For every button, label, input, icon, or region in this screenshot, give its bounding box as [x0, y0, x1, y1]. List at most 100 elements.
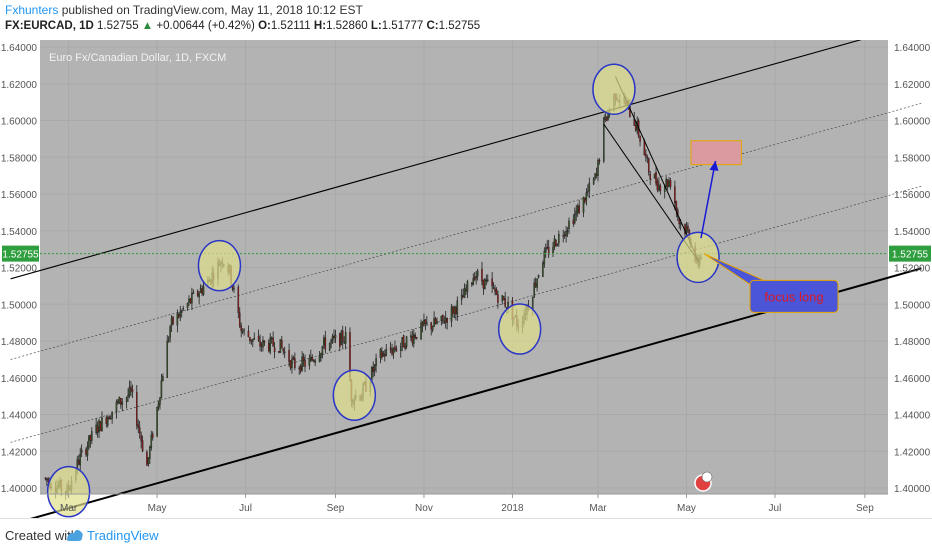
candle-body — [89, 434, 92, 441]
low-label: L: — [370, 20, 382, 32]
y-tick-label-right: 1.50000 — [894, 300, 931, 311]
candle-body — [240, 325, 242, 332]
candle-body — [260, 344, 263, 347]
candle-body — [473, 276, 476, 280]
symbol-label: FX:EURCAD, 1D — [5, 20, 94, 32]
wedge-upper-line — [614, 76, 700, 264]
ohlc-line: FX:EURCAD, 1D 1.52755 ▲ +0.00644 (+0.42%… — [5, 20, 480, 32]
candle-body — [46, 477, 48, 480]
x-tick-label: Sep — [327, 503, 345, 514]
candle-body — [331, 336, 334, 340]
candle-body — [85, 449, 87, 455]
candle-body — [531, 297, 534, 310]
candle-body — [308, 359, 311, 366]
candle-body — [395, 348, 398, 351]
candle-body — [481, 268, 483, 282]
candle-body — [247, 330, 250, 337]
candle-body — [99, 421, 102, 432]
candle-body — [384, 354, 386, 357]
candle-body — [555, 240, 557, 247]
candle-body — [452, 306, 454, 315]
candle-body — [263, 340, 266, 343]
candle-body — [552, 246, 554, 254]
candle-body — [669, 180, 672, 187]
candle-body — [675, 201, 678, 211]
candle-body — [604, 114, 607, 120]
candle-body — [341, 330, 344, 342]
candle-body — [44, 477, 47, 480]
candle-body — [201, 288, 203, 294]
target-arrow-line — [700, 160, 717, 239]
high-value: 1.52860 — [326, 20, 368, 32]
callout-box — [749, 279, 839, 313]
candle-body — [131, 389, 134, 393]
candle-body — [687, 225, 689, 231]
candle-body — [273, 347, 276, 353]
candle-body — [542, 262, 544, 277]
highlight-circle — [497, 303, 542, 355]
x-tick-label: Jul — [239, 503, 252, 514]
candle-body — [656, 181, 659, 191]
candle-body — [653, 173, 656, 179]
author-link[interactable]: Fxhunters — [5, 3, 59, 17]
candle-body — [375, 358, 377, 366]
candle-body — [566, 230, 569, 232]
candle-body — [128, 386, 131, 396]
y-tick-label-right: 1.44000 — [894, 411, 931, 422]
candle-body — [162, 376, 164, 382]
candle-body — [587, 190, 589, 193]
candle-body — [282, 348, 285, 352]
candle-body — [588, 182, 591, 192]
candle-body — [482, 279, 485, 289]
last-price: 1.52755 — [97, 20, 139, 32]
candle-body — [456, 300, 459, 315]
candle-body — [634, 125, 637, 131]
y-tick-label-right: 1.56000 — [894, 190, 931, 201]
candle-body — [547, 246, 550, 255]
candle-body — [431, 326, 434, 331]
candle-body — [443, 320, 446, 324]
candle-body — [202, 286, 205, 295]
candle-body — [339, 333, 341, 347]
candle-body — [603, 117, 605, 162]
candle-body — [292, 357, 295, 360]
published-text: published on TradingView.com, May 11, 20… — [61, 3, 363, 17]
candle-body — [294, 358, 296, 368]
candle-body — [138, 427, 141, 434]
price-label-right — [889, 245, 931, 262]
candle-body — [379, 349, 382, 358]
candle-body — [311, 356, 314, 361]
candle-body — [534, 283, 537, 287]
candle-body — [267, 342, 270, 351]
tradingview-brand[interactable]: TradingView — [87, 528, 159, 543]
candle-body — [491, 278, 493, 287]
x-tick-label: Nov — [415, 503, 433, 514]
candle-body — [137, 424, 140, 428]
grid-lines — [40, 40, 888, 494]
candle-body — [424, 319, 427, 324]
candle-body — [585, 192, 588, 201]
candle-body — [645, 153, 647, 158]
candle-body — [149, 446, 151, 459]
candle-body — [643, 140, 646, 156]
y-tick-label-left: 1.44000 — [1, 411, 38, 422]
candle-body — [233, 288, 235, 290]
candle-body — [475, 276, 477, 279]
candle-body — [405, 336, 408, 347]
candle-body — [166, 341, 169, 378]
candle-body — [476, 270, 479, 277]
candle-body — [170, 317, 173, 326]
candle-body — [121, 401, 124, 405]
y-tick-label-right: 1.62000 — [894, 80, 931, 91]
candle-body — [546, 246, 549, 249]
candle-body — [655, 172, 657, 184]
candle-body — [252, 338, 254, 342]
candle-body — [178, 314, 180, 318]
candle-body — [420, 322, 422, 340]
candle-body — [674, 186, 676, 204]
candle-body — [463, 287, 466, 298]
candle-body — [334, 335, 337, 339]
x-tick-label: May — [148, 503, 167, 514]
candle-body — [605, 116, 608, 122]
